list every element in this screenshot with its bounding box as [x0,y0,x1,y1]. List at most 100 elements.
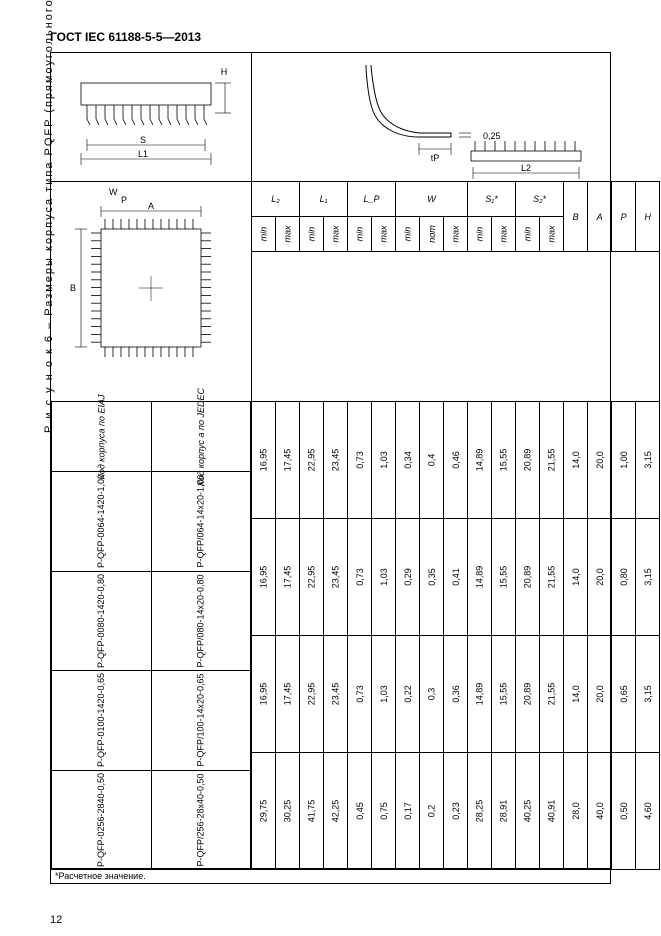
data-cell: 0,41 [444,519,468,636]
group-s2: S₂* [516,182,564,217]
sub-max: max [324,217,348,252]
data-cell: 20,89 [516,519,540,636]
data-cell: 0,17 [396,753,420,870]
data-cell: 0,73 [348,636,372,753]
data-cell: 0,34 [396,402,420,519]
data-cell: 23,45 [324,402,348,519]
codes-table: Код корпуса по EIAJ Код корпус а по JEDE… [51,401,251,870]
data-cell: 0,2 [420,753,444,870]
data-cell: 42,25 [324,753,348,870]
data-cell: 0,23 [444,753,468,870]
data-cell: 0,50 [612,753,636,870]
page-number: 12 [50,914,62,926]
dim-w-label: W [109,187,118,197]
col-b: B [564,182,588,252]
data-cell: 14,89 [468,519,492,636]
data-cell: 21,55 [540,402,564,519]
data-cell: 0,3 [420,636,444,753]
data-cell: 40,25 [516,753,540,870]
cell-eiaj: P-QFP-0256-2840-0,50 [52,770,152,870]
data-cell: 20,0 [588,402,612,519]
data-cell: 4,60 [636,753,660,870]
data-cell: 1,03 [372,402,396,519]
data-cell: 3,15 [636,402,660,519]
table-codes-region: Код корпуса по EIAJ Код корпус а по JEDE… [51,401,251,869]
data-cell: 0,22 [396,636,420,753]
figure-frame: Р и с у н о к 6 – Размеры корпуса типа P… [50,52,611,884]
sub-max: max [444,217,468,252]
cell-jedec: P-QFP/080-14x20-0,80 [151,571,251,671]
data-cell: 17,45 [276,519,300,636]
data-cell: 21,55 [540,519,564,636]
data-cell: 0,75 [372,753,396,870]
data-cell: 20,0 [588,519,612,636]
data-cell: 22,95 [300,519,324,636]
dim-025-label: 0,25 [483,131,501,141]
data-cell: 28,25 [468,753,492,870]
data-cell: 17,45 [276,636,300,753]
group-s1: S₁* [468,182,516,217]
document-header: ГОСТ IEC 61188-5-5—2013 [50,30,611,44]
figure-top-view: A P W B [51,181,252,402]
data-cell: 23,45 [324,636,348,753]
top-view-svg: A P W B [51,181,251,401]
data-cell: 0,46 [444,402,468,519]
sub-max: max [276,217,300,252]
sub-min: min [300,217,324,252]
data-cell: 21,55 [540,636,564,753]
data-cell: 16,95 [252,402,276,519]
col-a: A [588,182,612,252]
data-cell: 14,89 [468,402,492,519]
data-cell: 0,65 [612,636,636,753]
data-cell: 22,95 [300,636,324,753]
data-cell: 17,45 [276,402,300,519]
dim-s-label: S [140,135,146,145]
cell-eiaj: P-QFP-0100-1420-0,65 [52,671,152,771]
lead-detail-svg: tP 0,25 L2 [251,53,607,181]
data-cell: 14,0 [564,519,588,636]
data-cell: 15,55 [492,519,516,636]
data-cell: 28,91 [492,753,516,870]
data-cell: 0,45 [348,753,372,870]
sub-min: min [468,217,492,252]
dim-l1-label: L1 [138,149,148,159]
data-cell: 0,73 [348,402,372,519]
data-cell: 1,03 [372,519,396,636]
group-lp: L_P [348,182,396,217]
cell-eiaj: P-QFP-0080-1420-0,80 [52,571,152,671]
data-table: L₂ L₁ L_P W S₁* S₂* B A P H min max min … [251,181,660,870]
data-cell: 14,0 [564,636,588,753]
sub-max: max [492,217,516,252]
data-cell: 0,80 [612,519,636,636]
data-cell: 30,25 [276,753,300,870]
sub-min: min [348,217,372,252]
data-cell: 0,35 [420,519,444,636]
dim-h-label: H [221,67,228,77]
cell-eiaj: P-QFP-0064-1420-1,00 [52,472,152,572]
group-l2: L₂ [252,182,300,217]
figure-lead-detail: tP 0,25 L2 [251,53,610,182]
data-cell: 15,55 [492,402,516,519]
data-cell: 22,95 [300,402,324,519]
dim-a-label: A [148,201,154,211]
sub-min: min [396,217,420,252]
col-h: H [636,182,660,252]
col-eiaj-header: Код корпуса по EIAJ [52,402,152,472]
dim-p-label: P [121,195,127,205]
data-cell: 16,95 [252,519,276,636]
sub-nom: nom [420,217,444,252]
data-cell: 40,0 [588,753,612,870]
sub-max: max [540,217,564,252]
cell-jedec: P-QFP/256-28x40-0,50 [151,770,251,870]
data-cell: 3,15 [636,519,660,636]
data-cell: 0,29 [396,519,420,636]
data-cell: 0,4 [420,402,444,519]
data-cell: 0,36 [444,636,468,753]
data-cell: 14,0 [564,402,588,519]
data-cell: 20,89 [516,402,540,519]
sub-max: max [372,217,396,252]
cell-jedec: P-QFP/100-14x20-0,65 [151,671,251,771]
spacer-cell [252,252,660,402]
sub-min: min [516,217,540,252]
data-cell: 15,55 [492,636,516,753]
